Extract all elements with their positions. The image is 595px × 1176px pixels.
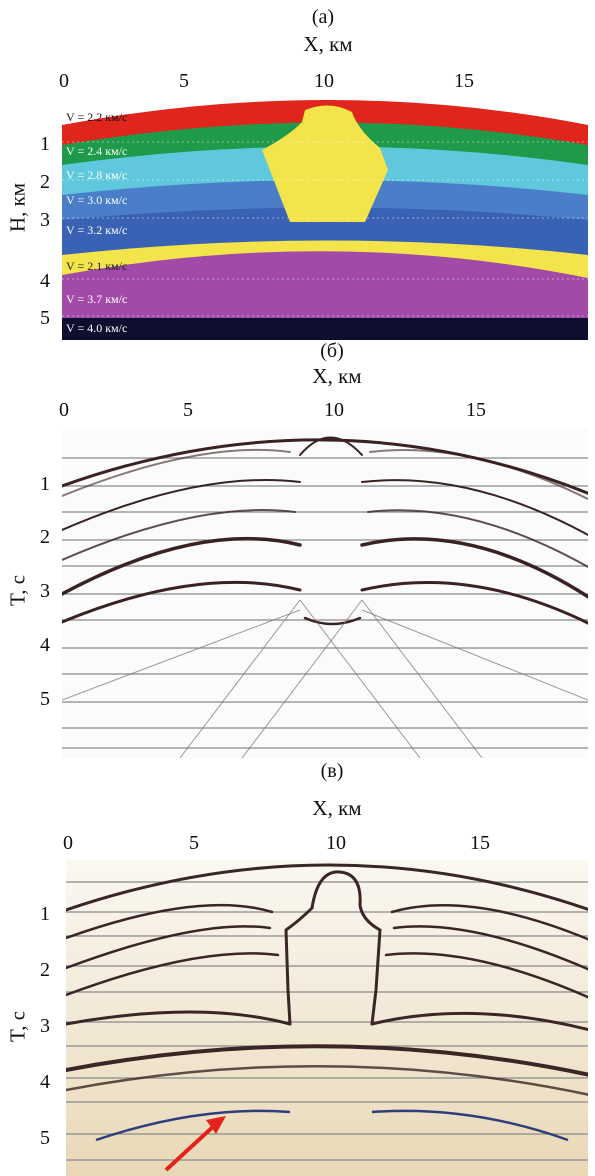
panel-c-x-tick-10: 10 — [326, 832, 346, 854]
panel-b-y-tick-3: 3 — [40, 580, 50, 602]
panel-b-y-tick-2: 2 — [40, 526, 50, 548]
panel-a-x-tick-15: 15 — [454, 70, 474, 92]
panel-c-x-tick-15: 15 — [470, 832, 490, 854]
panel-c-y-tick-2: 2 — [40, 959, 50, 981]
layer-label-6: V = 3.7 км/с — [66, 292, 128, 306]
layer-label-2: V = 2.8 км/с — [66, 168, 128, 182]
panel-b-label: (б) — [320, 340, 344, 362]
panel-a-label: (a) — [311, 6, 335, 28]
layer-label-0: V = 2.2 км/с — [66, 110, 128, 124]
panel-a-x-tick-10: 10 — [314, 70, 334, 92]
layer-navy — [62, 318, 588, 340]
layer-purple — [62, 251, 588, 340]
panel-a-y-tick-4: 4 — [40, 270, 50, 292]
panel-c-y-tick-5: 5 — [40, 1127, 50, 1149]
layer-label-1: V = 2.4 км/с — [66, 144, 128, 158]
panel-a-velocity-model — [62, 100, 588, 340]
panel-a-x-axis-title: X, км — [303, 32, 353, 56]
salt-dome — [262, 105, 388, 222]
panel-a-x-tick-5: 5 — [179, 70, 189, 92]
panel-b-y-tick-5: 5 — [40, 688, 50, 710]
panel-b-x-tick-0: 0 — [59, 399, 69, 421]
panel-a-x-tick-0: 0 — [59, 70, 69, 92]
panel-a-y-tick-5: 5 — [40, 307, 50, 329]
panel-c-x-axis-title: X, км — [312, 796, 362, 820]
panel-b-x-tick-10: 10 — [324, 399, 344, 421]
panel-c-y-tick-1: 1 — [40, 903, 50, 925]
panel-b-x-axis-title: X, км — [312, 364, 362, 388]
layer-label-7: V = 4.0 км/с — [66, 321, 128, 335]
panel-b-x-tick-15: 15 — [466, 399, 486, 421]
panel-c-label: (в) — [320, 760, 344, 782]
panel-c-y-tick-4: 4 — [40, 1071, 50, 1093]
panel-b-y-tick-1: 1 — [40, 473, 50, 495]
panel-c-x-tick-0: 0 — [63, 832, 73, 854]
arrow-icon — [164, 1122, 218, 1172]
layer-label-4: V = 3.2 км/с — [66, 223, 128, 237]
panel-a-y-tick-2: 2 — [40, 171, 50, 193]
panel-a-y-tick-3: 3 — [40, 209, 50, 231]
layer-label-3: V = 3.0 км/с — [66, 193, 128, 207]
panel-c-x-tick-5: 5 — [189, 832, 199, 854]
panel-b-x-tick-5: 5 — [183, 399, 193, 421]
panel-b-y-tick-4: 4 — [40, 634, 50, 656]
panel-a-y-tick-1: 1 — [40, 133, 50, 155]
panel-c-y-tick-3: 3 — [40, 1015, 50, 1037]
layer-label-5: V = 2.1 км/с — [66, 259, 128, 273]
